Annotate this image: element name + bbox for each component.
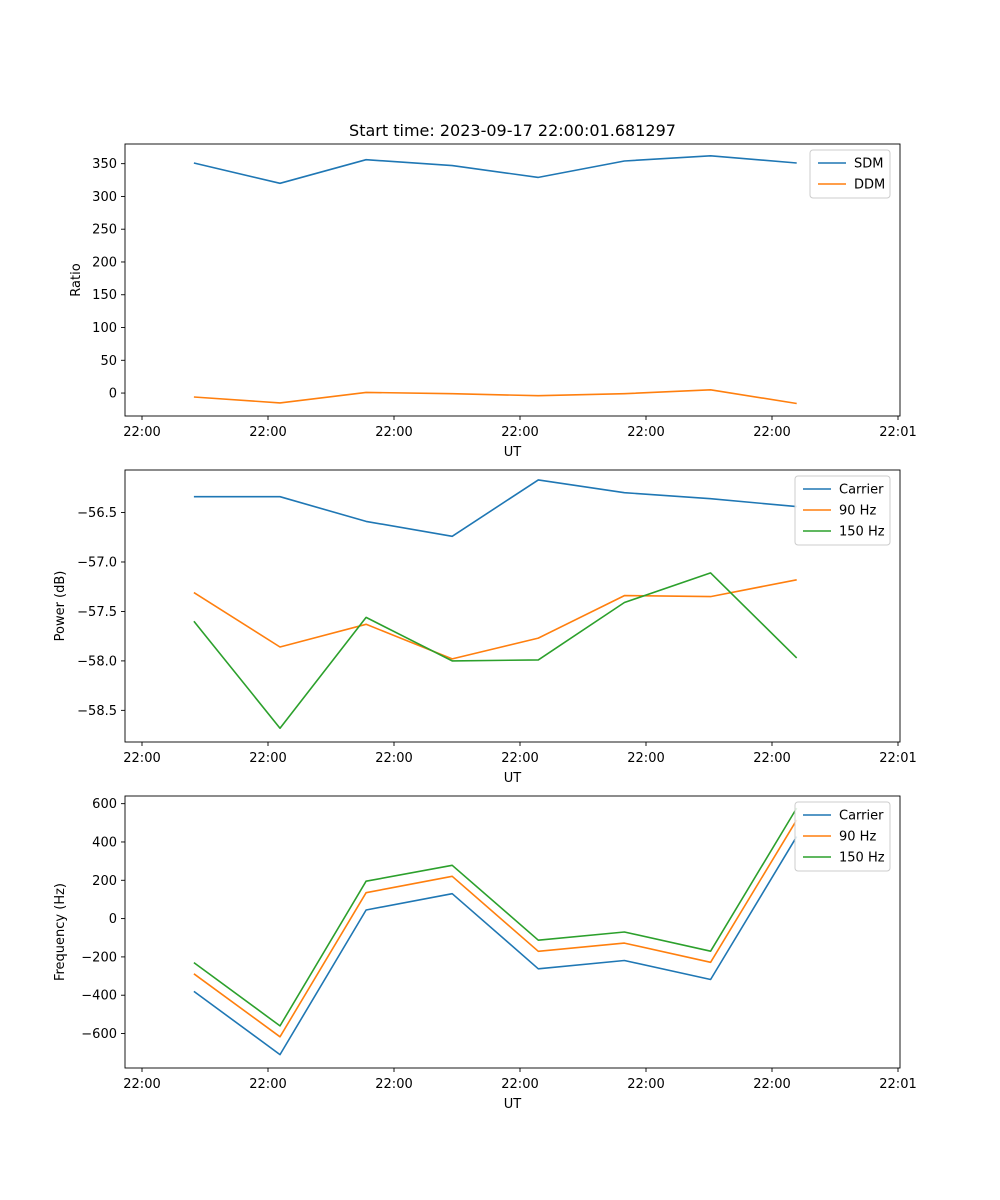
x-tick-label: 22:01	[879, 751, 916, 766]
legend-label: 90 Hz	[839, 504, 876, 519]
y-tick-label: 250	[92, 223, 117, 238]
x-tick-label: 22:00	[249, 751, 286, 766]
chart-title: Start time: 2023-09-17 22:00:01.681297	[349, 121, 676, 140]
x-tick-label: 22:00	[753, 425, 790, 440]
y-tick-label: −58.5	[77, 704, 117, 719]
x-tick-label: 22:00	[753, 751, 790, 766]
y-axis-label: Frequency (Hz)	[53, 883, 68, 981]
y-tick-label: 0	[109, 387, 117, 402]
x-tick-label: 22:00	[375, 751, 412, 766]
y-tick-label: −600	[81, 1027, 117, 1042]
series-line-150-hz	[193, 572, 798, 730]
legend-label: 90 Hz	[839, 830, 876, 845]
series-line-90-hz	[193, 579, 797, 660]
x-axis-label: UT	[504, 445, 522, 460]
y-tick-label: 0	[109, 912, 117, 927]
x-tick-label: 22:00	[123, 425, 160, 440]
y-tick-label: −57.0	[77, 555, 117, 570]
subplot-3: 22:00 22:00 22:00 22:00 22:00 22:00 22:01 −600 −…	[53, 795, 917, 1112]
series-line-sdm	[193, 155, 797, 185]
x-tick-label: 22:01	[879, 425, 916, 440]
y-axis-label: Ratio	[69, 263, 84, 296]
legend: Carrier 90 Hz 150 Hz	[794, 801, 891, 872]
y-tick-label: −58.0	[77, 654, 117, 669]
y-tick-label: −400	[81, 989, 117, 1004]
subplot-2: 22:00 22:00 22:00 22:00 22:00 22:00 22:01 −58.5…	[53, 469, 917, 786]
y-tick-label: −57.5	[77, 605, 117, 620]
x-tick-label: 22:00	[123, 1077, 160, 1092]
legend-label: 150 Hz	[839, 525, 885, 540]
axes-frame	[124, 469, 901, 743]
legend-box	[794, 475, 891, 546]
axes-frame	[124, 143, 901, 417]
legend-label: SDM	[854, 157, 883, 172]
axes-frame	[124, 795, 901, 1069]
y-axis-label: Power (dB)	[53, 571, 68, 642]
x-tick-label: 22:00	[123, 751, 160, 766]
y-tick-label: 50	[100, 354, 117, 369]
series-line-90-hz	[193, 819, 798, 1038]
series-line-carrier	[193, 479, 797, 538]
y-tick-label: 600	[92, 797, 117, 812]
y-tick-label: 100	[92, 321, 117, 336]
legend: Carrier 90 Hz 150 Hz	[794, 475, 891, 546]
legend-label: DDM	[854, 178, 885, 193]
y-tick-label: −200	[81, 950, 117, 965]
x-tick-label: 22:00	[753, 1077, 790, 1092]
series-line-ddm	[193, 388, 797, 405]
x-tick-label: 22:01	[879, 1077, 916, 1092]
legend-box	[809, 149, 891, 199]
x-tick-label: 22:00	[627, 425, 664, 440]
y-tick-label: 200	[92, 255, 117, 270]
x-tick-label: 22:00	[375, 425, 412, 440]
legend-box	[794, 801, 891, 872]
x-tick-label: 22:00	[249, 425, 286, 440]
legend-label: 150 Hz	[839, 851, 885, 866]
series-line-carrier	[193, 836, 798, 1056]
x-axis-label: UT	[504, 771, 522, 786]
x-tick-label: 22:00	[501, 425, 538, 440]
x-axis-label: UT	[504, 1097, 522, 1112]
x-tick-label: 22:00	[501, 751, 538, 766]
series-line-150-hz	[193, 807, 798, 1027]
y-tick-label: −56.5	[77, 506, 117, 521]
x-tick-label: 22:00	[501, 1077, 538, 1092]
y-tick-label: 300	[92, 190, 117, 205]
y-tick-label: 150	[92, 288, 117, 303]
x-tick-label: 22:00	[627, 1077, 664, 1092]
y-tick-label: 350	[92, 157, 117, 172]
x-tick-label: 22:00	[249, 1077, 286, 1092]
x-tick-label: 22:00	[627, 751, 664, 766]
legend-label: Carrier	[839, 483, 884, 498]
x-tick-label: 22:00	[375, 1077, 412, 1092]
subplot-1: 22:00 22:00 22:00 22:00 22:00 22:00 22:01 0 50 10…	[69, 121, 917, 460]
legend: SDM DDM	[809, 149, 891, 199]
y-tick-label: 200	[92, 874, 117, 889]
y-tick-label: 400	[92, 835, 117, 850]
legend-label: Carrier	[839, 809, 884, 824]
